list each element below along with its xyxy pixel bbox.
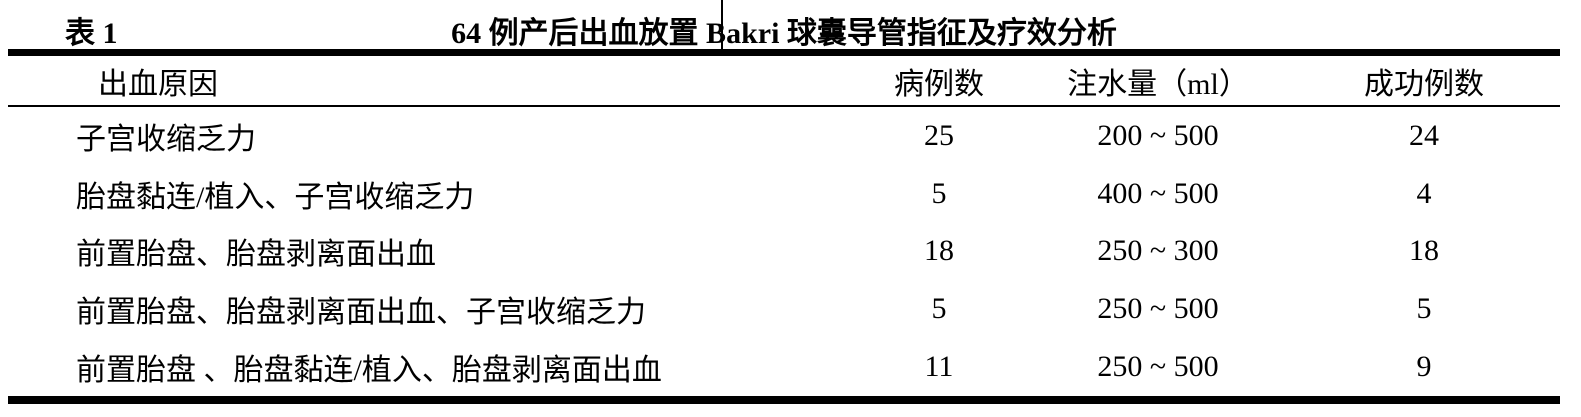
cell-success: 24 bbox=[1409, 118, 1439, 152]
cell-cause: 前置胎盘、胎盘剥离面出血 bbox=[76, 238, 436, 272]
cell-cases: 5 bbox=[931, 292, 947, 326]
cell-volume: 400 ~ 500 bbox=[1097, 176, 1219, 210]
bottom-thick-rule bbox=[8, 396, 1560, 404]
cell-cases: 18 bbox=[924, 234, 954, 268]
cell-volume: 250 ~ 500 bbox=[1097, 350, 1219, 384]
cell-cause: 前置胎盘 、胎盘黏连/植入、胎盘剥离面出血 bbox=[76, 354, 662, 388]
cell-cases: 25 bbox=[924, 118, 954, 152]
col-header-cause: 出血原因 bbox=[98, 67, 218, 101]
cell-cases: 5 bbox=[931, 176, 947, 210]
table-row: 前置胎盘、胎盘剥离面出血 18 250 ~ 300 18 bbox=[8, 223, 1560, 281]
table-row: 胎盘黏连/植入、子宫收缩乏力 5 400 ~ 500 4 bbox=[8, 165, 1560, 223]
cell-success: 5 bbox=[1416, 292, 1432, 326]
col-header-volume: 注水量（ml） bbox=[1067, 67, 1249, 101]
cell-cases: 11 bbox=[924, 350, 954, 384]
header-separator-rule bbox=[8, 105, 1560, 107]
table-header-row: 出血原因 病例数 注水量（ml） 成功例数 bbox=[8, 56, 1560, 105]
cell-volume: 250 ~ 500 bbox=[1097, 292, 1219, 326]
cell-success: 9 bbox=[1416, 350, 1432, 384]
table-row: 前置胎盘、胎盘剥离面出血、子宫收缩乏力 5 250 ~ 500 5 bbox=[8, 280, 1560, 338]
table-row: 子宫收缩乏力 25 200 ~ 500 24 bbox=[8, 107, 1560, 165]
cell-success: 4 bbox=[1416, 176, 1432, 210]
col-header-cases: 病例数 bbox=[894, 67, 984, 101]
top-thick-rule bbox=[8, 49, 1560, 56]
cell-success: 18 bbox=[1409, 234, 1439, 268]
table-title: 64 例产后出血放置 Bakri 球囊导管指征及疗效分析 bbox=[451, 17, 1117, 50]
table-row: 前置胎盘 、胎盘黏连/植入、胎盘剥离面出血 11 250 ~ 500 9 bbox=[8, 338, 1560, 396]
table-body: 子宫收缩乏力 25 200 ~ 500 24 胎盘黏连/植入、子宫收缩乏力 5 … bbox=[8, 107, 1560, 396]
col-header-success: 成功例数 bbox=[1364, 67, 1484, 101]
table-caption: 表 1 64 例产后出血放置 Bakri 球囊导管指征及疗效分析 bbox=[8, 0, 1560, 50]
cell-volume: 200 ~ 500 bbox=[1097, 118, 1219, 152]
text-cursor-caret bbox=[721, 0, 723, 49]
cell-cause: 胎盘黏连/植入、子宫收缩乏力 bbox=[76, 180, 475, 214]
cell-cause: 前置胎盘、胎盘剥离面出血、子宫收缩乏力 bbox=[76, 296, 646, 330]
table-number-label: 表 1 bbox=[65, 17, 118, 50]
cell-volume: 250 ~ 300 bbox=[1097, 234, 1219, 268]
cell-cause: 子宫收缩乏力 bbox=[76, 122, 256, 156]
